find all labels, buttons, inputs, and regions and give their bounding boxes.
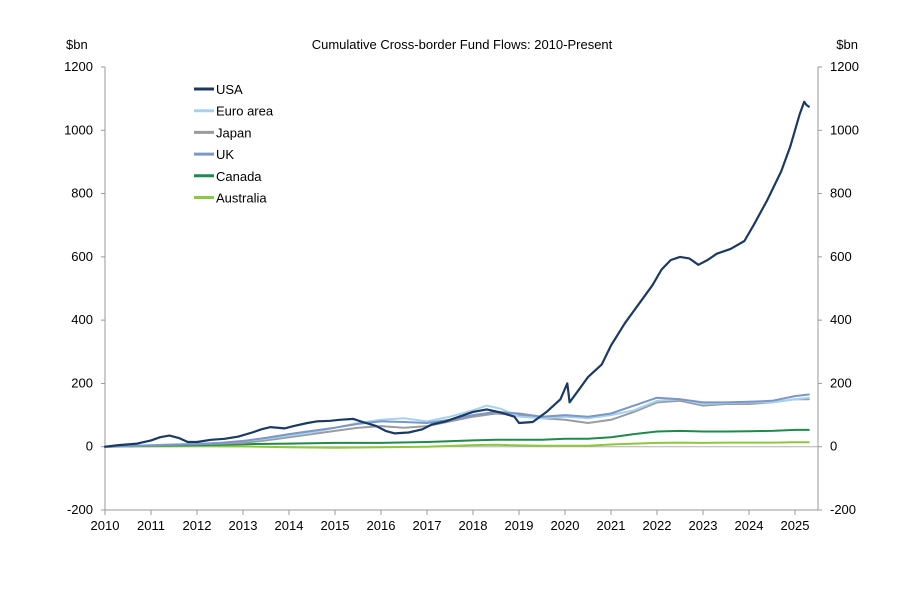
legend-label-canada: Canada <box>216 169 262 184</box>
x-tick-label: 2018 <box>459 518 488 533</box>
y-tick-label-left: 600 <box>71 249 93 264</box>
chart-title: Cumulative Cross-border Fund Flows: 2010… <box>312 37 613 52</box>
x-tick-label: 2019 <box>505 518 534 533</box>
x-tick-label: 2021 <box>597 518 626 533</box>
y-tick-label-right: 0 <box>830 439 837 454</box>
x-tick-label: 2014 <box>275 518 304 533</box>
x-tick-label: 2017 <box>413 518 442 533</box>
y-tick-label-left: 200 <box>71 375 93 390</box>
series-layer <box>103 100 810 449</box>
y-tick-label-left: 1200 <box>64 59 93 74</box>
x-tick-label: 2020 <box>551 518 580 533</box>
legend-label-japan: Japan <box>216 125 251 140</box>
y-tick-label-left: 0 <box>86 439 93 454</box>
x-tick-label: 2016 <box>367 518 396 533</box>
y-tick-label-left: 400 <box>71 312 93 327</box>
series-line-uk <box>104 393 810 448</box>
y-tick-label-right: 200 <box>830 375 852 390</box>
y-tick-label-left: -200 <box>67 502 93 517</box>
x-tick-label: 2015 <box>321 518 350 533</box>
y-tick-label-right: -200 <box>830 502 856 517</box>
x-tick-label: 2025 <box>781 518 810 533</box>
x-tick-label: 2011 <box>137 518 165 533</box>
x-tick-label: 2024 <box>735 518 764 533</box>
y-tick-label-left: 1000 <box>64 122 93 137</box>
y-tick-label-right: 800 <box>830 186 852 201</box>
x-tick-label: 2013 <box>229 518 258 533</box>
y-tick-label-left: 800 <box>71 186 93 201</box>
y-tick-label-right: 1000 <box>830 122 859 137</box>
series-line-canada <box>104 428 810 448</box>
series-line-australia <box>104 441 810 449</box>
x-tick-label: 2022 <box>643 518 672 533</box>
y-tick-label-right: 1200 <box>830 59 859 74</box>
y-axis-label-right: $bn <box>836 37 858 52</box>
legend-label-usa: USA <box>216 82 243 97</box>
y-tick-label-right: 400 <box>830 312 852 327</box>
legend-label-australia: Australia <box>216 191 267 206</box>
legend-label-euro-area: Euro area <box>216 104 274 119</box>
y-axis-label-left: $bn <box>66 37 88 52</box>
y-tick-label-right: 600 <box>830 249 852 264</box>
series-line-usa <box>103 100 810 448</box>
x-tick-label: 2010 <box>91 518 120 533</box>
legend: USA Euro area Japan UK Canada Australia <box>194 82 274 206</box>
legend-label-uk: UK <box>216 147 234 162</box>
axes: -200 -200 0 0 200 200 400 400 600 600 800 800 1000 10… <box>64 59 859 533</box>
x-tick-label: 2023 <box>689 518 718 533</box>
x-tick-label: 2012 <box>183 518 212 533</box>
